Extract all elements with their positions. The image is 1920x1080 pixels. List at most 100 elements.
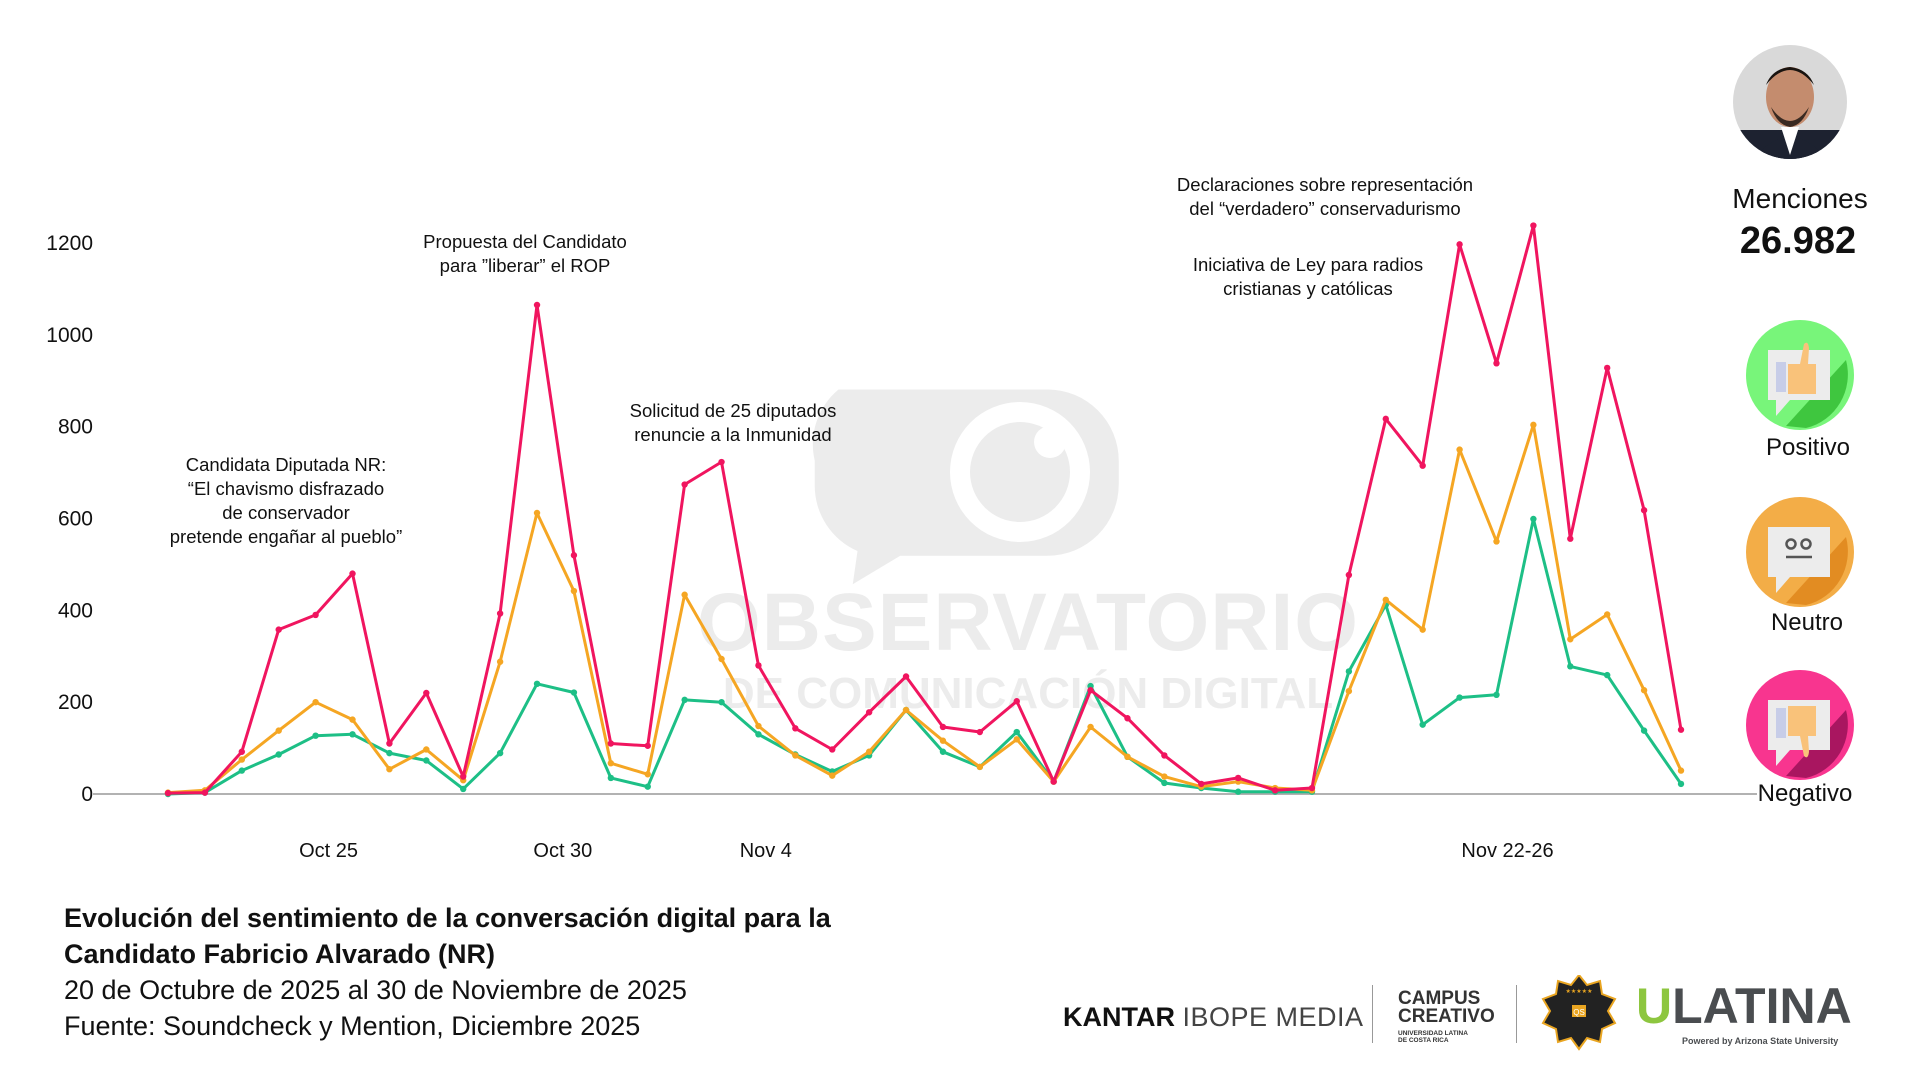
ulatina-sub: Powered by Arizona State University (1682, 1036, 1839, 1046)
thumbs-down-icon (1746, 670, 1854, 780)
data-point-neutro (349, 716, 356, 723)
legend-negativo: Negativo (1757, 780, 1853, 807)
data-point-positivo (238, 767, 246, 774)
data-point-negativo (829, 746, 836, 753)
ulatina-rest: LATINA (1672, 978, 1852, 1034)
chart-title-line1: Evolución del sentimiento de la conversa… (64, 903, 831, 933)
data-point-negativo (312, 611, 319, 619)
campus-line2: CREATIVO (1398, 1006, 1495, 1027)
data-point-positivo (1640, 727, 1648, 734)
chart-title: Evolución del sentimiento de la conversa… (64, 900, 831, 1044)
x-tick-label: Nov 4 (740, 840, 792, 862)
data-point-neutro (755, 722, 762, 730)
data-point-positivo (1677, 780, 1685, 788)
data-point-neutro (1567, 636, 1574, 643)
data-point-positivo (496, 749, 504, 757)
y-tick-label: 800 (58, 416, 93, 439)
data-point-negativo (1382, 415, 1389, 423)
annotation-line: para ”liberar” el ROP (439, 255, 611, 276)
annotation-line: Solicitud de 25 diputados (629, 400, 837, 421)
data-point-negativo (1271, 787, 1279, 794)
neutral-face-icon (1746, 497, 1854, 607)
data-point-neutro (312, 698, 319, 706)
data-point-positivo (1345, 668, 1353, 675)
data-point-positivo (275, 751, 282, 758)
data-point-negativo (1640, 507, 1648, 514)
legend-positivo: Positivo (1765, 434, 1851, 461)
data-point-negativo (1050, 778, 1057, 785)
kantar-bold: KANTAR (1063, 1002, 1175, 1032)
data-point-neutro (275, 727, 282, 734)
data-point-neutro (718, 655, 725, 663)
y-tick-label: 600 (58, 508, 93, 531)
data-point-negativo (718, 458, 725, 466)
data-point-positivo (1013, 728, 1020, 736)
divider (1372, 985, 1373, 1043)
data-point-neutro (1456, 446, 1463, 453)
data-point-positivo (1603, 671, 1611, 679)
event-annotation: Declaraciones sobre representación del “v… (1177, 173, 1473, 221)
y-tick-label: 0 (81, 783, 93, 806)
data-point-negativo (1419, 462, 1426, 469)
x-tick-label: Oct 25 (299, 840, 358, 862)
qs-badge: QS ★★★★★ (1541, 975, 1617, 1051)
watermark-logo-icon (812, 389, 1119, 585)
data-point-negativo (865, 709, 873, 716)
event-annotation: Candidata Diputada NR: “El chavismo disfr… (170, 453, 402, 549)
annotation-line: de conservador (222, 502, 350, 523)
data-point-neutro (1161, 773, 1168, 780)
svg-text:★★★★★: ★★★★★ (1566, 988, 1593, 995)
data-point-negativo (460, 773, 467, 780)
campus-creativo-logo: CAMPUS CREATIVO UNIVERSIDAD LATINA DE CO… (1398, 988, 1495, 1044)
data-point-negativo (1308, 784, 1316, 792)
mentions-value: 26.982 (1739, 220, 1857, 262)
data-point-negativo (902, 673, 910, 680)
event-annotation: Solicitud de 25 diputados renuncie a la I… (630, 399, 837, 447)
data-point-negativo (1345, 571, 1353, 579)
y-tick-label: 1200 (46, 232, 93, 255)
chart-title-line2: Candidato Fabricio Alvarado (NR) (64, 939, 496, 969)
ulatina-u: U (1636, 978, 1673, 1034)
data-point-neutro (533, 509, 541, 517)
campus-line1: CAMPUS (1398, 988, 1481, 1009)
data-point-positivo (533, 680, 541, 687)
data-point-neutro (976, 763, 984, 771)
data-point-positivo (644, 783, 651, 790)
data-point-negativo (607, 740, 615, 747)
series-line-negativo (167, 224, 1683, 795)
divider (1516, 985, 1517, 1043)
date-range: 20 de Octubre de 2025 al 30 de Noviembre… (64, 975, 687, 1005)
data-point-positivo (1567, 663, 1574, 670)
data-point-negativo (1493, 360, 1500, 367)
qs-text: QS (1573, 1008, 1585, 1017)
annotation-line: del “verdadero” conservadurismo (1189, 198, 1461, 219)
data-point-negativo (1124, 715, 1131, 722)
event-annotation: Propuesta del Candidato para ”liberar” el… (423, 230, 627, 278)
y-tick-label: 400 (58, 599, 93, 622)
data-point-neutro (1124, 753, 1131, 761)
data-point-neutro (829, 772, 836, 779)
data-point-neutro (865, 748, 873, 755)
data-point-negativo (238, 748, 246, 755)
data-point-neutro (570, 587, 578, 595)
watermark-subtitle: DE COMUNICACIÓN DIGITAL (722, 669, 1334, 718)
data-point-neutro (939, 737, 947, 744)
data-point-negativo (533, 301, 541, 309)
campus-sub1: UNIVERSIDAD LATINA (1398, 1030, 1468, 1037)
series-line-positivo (167, 517, 1683, 796)
data-point-negativo (755, 662, 762, 669)
data-point-positivo (1530, 515, 1537, 523)
data-point-negativo (1087, 687, 1094, 694)
data-point-negativo (1677, 726, 1685, 733)
data-point-neutro (1013, 736, 1020, 743)
x-tick-label: Nov 22-26 (1461, 840, 1553, 862)
data-point-negativo (201, 789, 209, 796)
data-point-positivo (607, 774, 615, 782)
data-point-negativo (1456, 241, 1463, 248)
data-point-negativo (349, 570, 356, 577)
data-point-positivo (570, 689, 578, 696)
campus-sub2: DE COSTA RICA (1398, 1037, 1449, 1044)
watermark-title: OBSERVATORIO (696, 577, 1360, 668)
data-point-positivo (460, 785, 467, 793)
data-point-negativo (164, 789, 172, 797)
